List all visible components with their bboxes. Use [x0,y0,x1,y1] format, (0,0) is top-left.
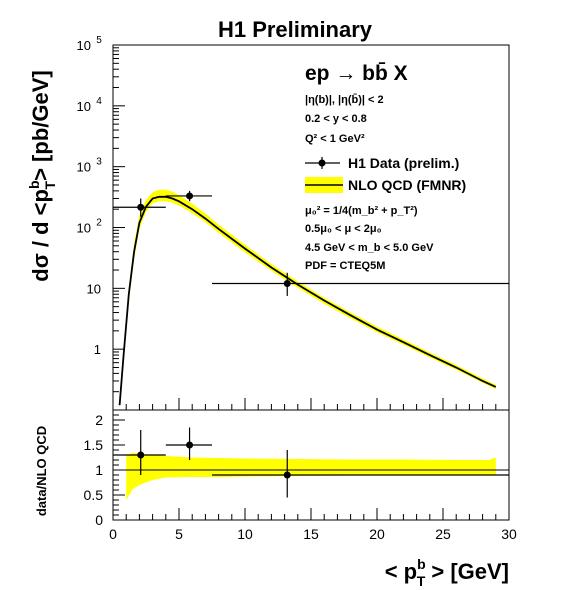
ratio-ytick-label-2: 1 [95,462,103,478]
main-ytick-exp-4: 4 [96,96,102,107]
cut-2: 0.2 < y < 0.8 [305,113,367,125]
xlabel-pre: < p [385,559,417,584]
data-point-1 [186,192,194,200]
theory-note-4: PDF = CTEQ5M [305,260,385,272]
ylabel-sup: b [26,180,42,189]
x-tick-label-2: 10 [237,526,253,542]
main-ytick-label-0: 1 [94,342,101,357]
nlo-curve-line [118,195,497,406]
ratio-point-2 [283,471,291,479]
xlabel-sub: T [417,573,426,589]
main-ytick-label-3: 10 [77,160,91,175]
ratio-x-ticks: 0 5 10 15 20 25 30 [109,508,517,542]
x-tick-label-1: 5 [175,526,183,542]
main-ytick-exp-5: 5 [96,35,102,46]
ylabel-sub: T [42,180,58,189]
main-ytick-label-2: 10 [77,221,91,236]
data-points [113,190,509,296]
main-ytick-exp-3: 3 [96,157,102,168]
theory-note-1: μ₀² = 1/4(m_b² + p_T²) [305,205,418,217]
x-tick-label-6: 30 [501,526,517,542]
x-tick-label-4: 20 [369,526,385,542]
xlabel-post: > [GeV] [425,559,509,584]
x-tick-label-5: 25 [435,526,451,542]
ratio-ytick-label-3: 1.5 [84,437,104,453]
theory-note-2: 0.5μ₀ < μ < 2μ₀ [305,223,382,235]
x-axis-label: < pb T > [GeV] [385,556,509,589]
ratio-point-0 [137,451,145,459]
main-ytick-label-4: 10 [77,99,91,114]
xlabel-sup: b [417,556,426,572]
main-panel: 1 10 10 2 10 3 10 4 10 5 dσ / d <pbT> [pb/GeV] ep… [26,35,510,411]
ratio-points [113,427,509,498]
ylabel-post: > [pb/GeV] [28,70,53,181]
ratio-point-1 [186,441,194,449]
main-x-ticks [112,398,510,410]
ratio-panel: 0 0.5 1 1.5 2 0 5 10 15 20 25 30 data/NLO QCD < pb… [34,409,517,589]
data-point-0 [137,203,145,211]
legend-data-marker [318,159,326,167]
legend: H1 Data (prelim.) NLO QCD (FMNR) [305,155,466,193]
ylabel-pre: dσ / d <p [28,189,53,282]
data-point-2 [283,280,291,288]
main-ytick-label-5: 10 [77,38,91,53]
ratio-y-label: data/NLO QCD [34,426,49,516]
chart-title: H1 Preliminary [218,17,373,42]
legend-data-label: H1 Data (prelim.) [348,155,459,171]
theory-note-3: 4.5 GeV < m_b < 5.0 GeV [305,242,434,254]
ratio-ytick-label-0: 0 [95,512,103,528]
cut-1: |η(b)|, |η(b̄)| < 2 [305,94,384,106]
ratio-band-area [126,453,496,500]
main-y-ticks: 1 10 10 2 10 3 10 4 10 5 [77,35,125,411]
ratio-ytick-label-4: 2 [95,412,103,428]
ratio-band [126,453,496,500]
main-ytick-exp-2: 2 [96,218,102,229]
legend-band-label: NLO QCD (FMNR) [348,177,466,193]
main-y-label: dσ / d <pbT> [pb/GeV] [26,70,58,281]
x-tick-label-0: 0 [109,526,117,542]
x-tick-label-3: 15 [303,526,319,542]
cut-3: Q² < 1 GeV² [305,133,365,145]
ratio-y-ticks: 0 0.5 1 1.5 2 [84,409,125,528]
ratio-ytick-label-1: 0.5 [84,487,104,503]
nlo-curve [118,195,497,406]
main-ytick-label-1: 10 [87,281,101,296]
process-label: ep → bb̄ X [305,62,408,85]
